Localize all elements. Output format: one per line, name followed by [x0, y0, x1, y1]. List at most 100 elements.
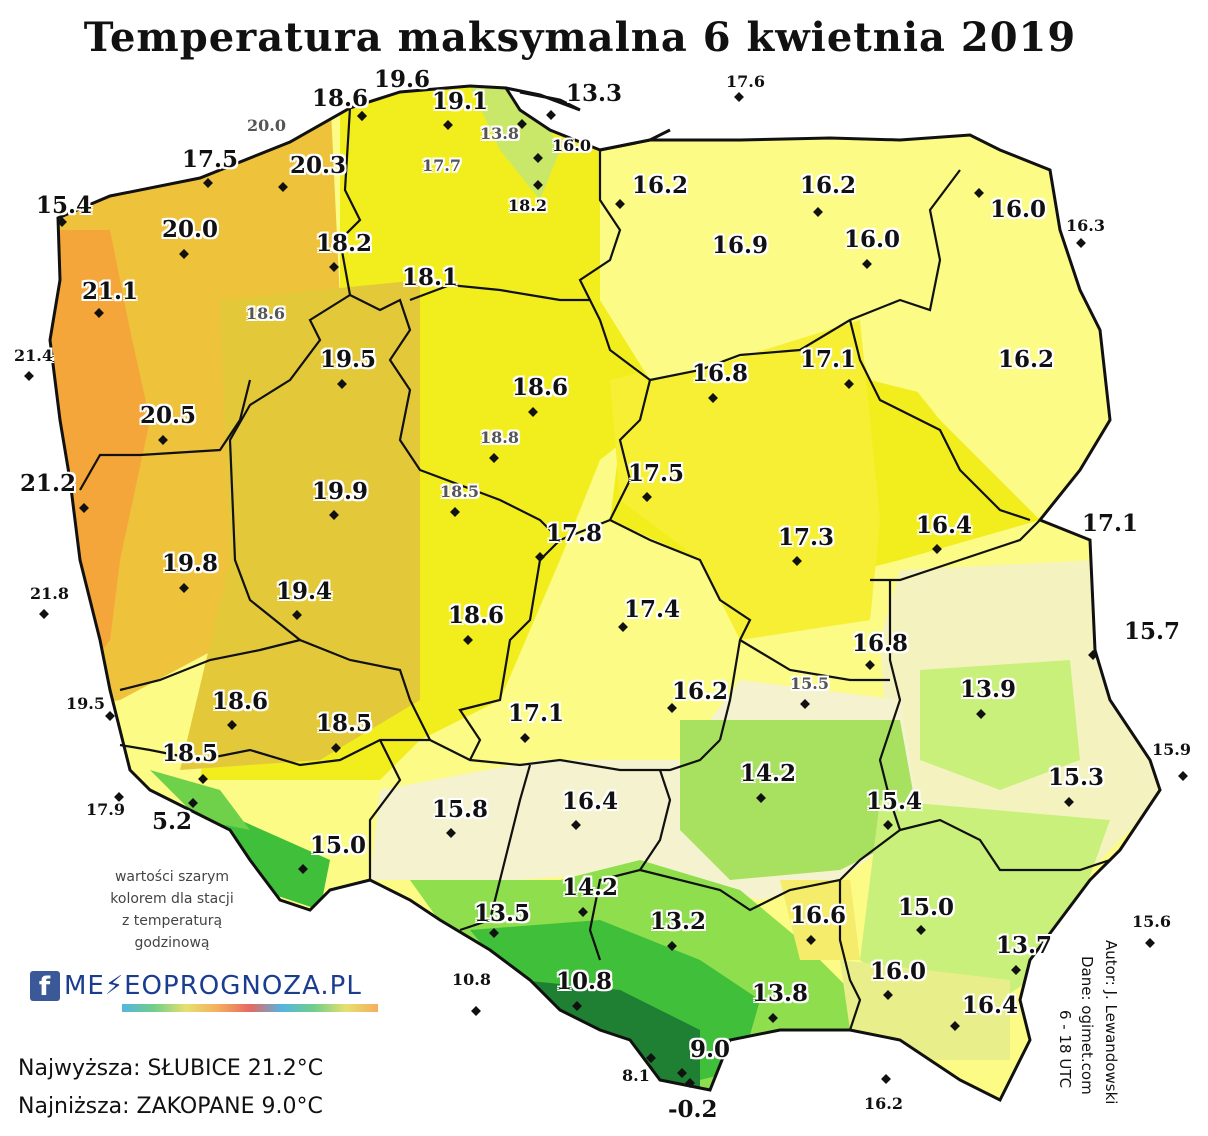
station-marker — [844, 379, 854, 389]
station-marker — [517, 119, 527, 129]
station-value: 18.1 — [402, 264, 459, 291]
station-value: 16.2 — [998, 346, 1055, 373]
station-marker — [24, 371, 34, 381]
station-marker — [158, 435, 168, 445]
station-marker — [446, 828, 456, 838]
station-marker — [881, 1074, 891, 1084]
station-value: 19.1 — [432, 88, 489, 115]
station-value: 15.4 — [36, 192, 93, 219]
station-marker — [520, 733, 530, 743]
station-value: 20.0 — [162, 216, 219, 243]
station-value: 15.9 — [1152, 740, 1191, 759]
station-value: 15.7 — [1124, 618, 1181, 645]
station-value: 15.0 — [310, 832, 367, 859]
station-marker — [950, 1021, 960, 1031]
station-value: 13.3 — [566, 80, 623, 107]
station-value: 18.6 — [246, 304, 285, 323]
station-value: 17.5 — [182, 146, 239, 173]
station-marker — [331, 743, 341, 753]
note-line: wartości szarym — [114, 869, 230, 885]
station-value: 18.8 — [480, 428, 519, 447]
station-value: 16.0 — [844, 226, 901, 253]
station-marker — [298, 864, 308, 874]
station-value: 20.5 — [140, 402, 197, 429]
station-marker — [865, 660, 875, 670]
author-credit: Autor: J. Lewandowski — [1102, 940, 1120, 1105]
station-value: 16.0 — [552, 136, 591, 155]
station-value: -0.2 — [668, 1096, 718, 1123]
station-value: 16.2 — [672, 678, 729, 705]
station-marker — [806, 935, 816, 945]
station-value: 18.6 — [212, 688, 269, 715]
station-value: 19.8 — [162, 550, 219, 577]
station-marker — [533, 180, 543, 190]
station-value: 9.0 — [690, 1036, 731, 1063]
station-value: 15.0 — [898, 894, 955, 921]
station-marker — [188, 798, 198, 808]
station-marker — [862, 259, 872, 269]
station-marker — [571, 820, 581, 830]
station-marker — [179, 249, 189, 259]
station-marker — [685, 1078, 695, 1088]
station-value: 16.2 — [864, 1094, 903, 1113]
station-marker — [1178, 771, 1188, 781]
station-value: 20.0 — [247, 116, 286, 135]
station-marker — [489, 928, 499, 938]
station-marker — [1064, 797, 1074, 807]
station-value: 19.5 — [66, 694, 105, 713]
station-marker — [708, 393, 718, 403]
station-value: 16.2 — [800, 172, 857, 199]
station-value: 10.8 — [452, 970, 491, 989]
station-marker — [932, 544, 942, 554]
station-marker — [533, 153, 543, 163]
brand-name: ME⚡EOPROGNOZA.PL — [64, 971, 362, 1001]
station-value: 16.4 — [962, 992, 1019, 1019]
station-value: 19.4 — [276, 578, 333, 605]
station-marker — [646, 1053, 656, 1063]
station-value: 17.1 — [800, 346, 857, 373]
station-marker — [528, 407, 538, 417]
brand-color-strip — [122, 1004, 378, 1012]
station-value: 16.3 — [1066, 216, 1105, 235]
station-value: 17.1 — [508, 700, 565, 727]
station-marker — [615, 199, 625, 209]
station-value: 18.5 — [316, 710, 373, 737]
station-value: 18.2 — [316, 230, 373, 257]
data-credit: Dane: ogimet.com — [1078, 956, 1096, 1095]
station-marker — [337, 379, 347, 389]
station-value: 15.8 — [432, 796, 489, 823]
station-marker — [278, 182, 288, 192]
note-line: z temperaturą — [121, 913, 223, 929]
station-value: 21.4 — [14, 346, 53, 365]
station-value: 17.4 — [624, 596, 681, 623]
station-value: 14.2 — [740, 760, 797, 787]
station-marker — [578, 907, 588, 917]
station-value: 10.8 — [556, 968, 613, 995]
station-marker — [976, 709, 986, 719]
station-marker — [471, 1006, 481, 1016]
station-value: 15.5 — [790, 674, 829, 693]
station-marker — [198, 774, 208, 784]
station-marker — [1088, 650, 1098, 660]
station-value: 16.2 — [632, 172, 689, 199]
station-value: 18.6 — [312, 85, 369, 112]
station-value: 17.6 — [726, 72, 765, 91]
station-value: 13.8 — [480, 124, 519, 143]
station-value: 17.9 — [86, 800, 125, 819]
station-value: 15.6 — [1132, 912, 1171, 931]
station-value: 21.8 — [30, 584, 69, 603]
station-value: 19.9 — [312, 478, 369, 505]
station-marker — [227, 720, 237, 730]
station-value: 16.0 — [870, 958, 927, 985]
station-marker — [39, 609, 49, 619]
station-value: 17.3 — [778, 524, 835, 551]
note-line: godzinową — [134, 935, 210, 951]
station-value: 18.2 — [508, 196, 547, 215]
station-value: 20.3 — [290, 152, 347, 179]
station-marker — [57, 217, 67, 227]
station-value: 18.5 — [440, 482, 479, 501]
station-marker — [974, 188, 984, 198]
station-value: 16.8 — [692, 360, 749, 387]
lowest-temperature: Najniższa: ZAKOPANE 9.0°C — [18, 1094, 323, 1119]
